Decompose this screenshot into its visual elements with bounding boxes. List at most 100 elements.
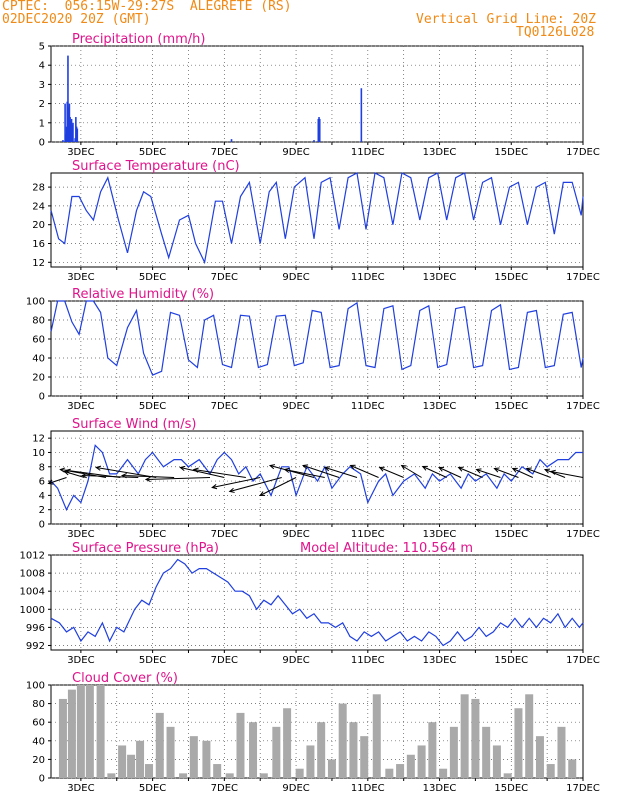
wind-vector [324, 467, 358, 478]
x-tick-label: 17DEC [566, 529, 600, 540]
y-tick-label: 2 [39, 99, 45, 110]
y-tick-label: 12 [32, 258, 45, 269]
cloud-bar [96, 685, 105, 778]
wind-arrowhead [349, 464, 356, 470]
panel-title: Surface Pressure (hPa) [72, 541, 219, 556]
y-tick-label: 0 [39, 520, 45, 531]
x-tick-label: 13DEC [423, 401, 457, 412]
wind-vector [526, 468, 551, 478]
y-tick-label: 0 [39, 138, 45, 149]
header-station: CPTEC: 056:15W-29:27S ALEGRETE (RS) [2, 0, 292, 14]
wind-arrowhead [47, 479, 54, 485]
panel-title: Relative Humidity (%) [72, 287, 214, 302]
plot-frame [50, 45, 584, 143]
x-tick-label: 11DEC [351, 272, 385, 283]
y-tick-label: 80 [32, 699, 45, 710]
x-tick-label: 13DEC [423, 147, 457, 158]
wind-vector [544, 469, 566, 478]
wind-vector [494, 468, 519, 478]
panel-1: 0 1 2 3 4 5 3DEC 5DEC 7DEC 9DEC 11DEC 13DEC 15DEC 17D… [39, 32, 600, 158]
series-line [50, 300, 584, 376]
wind-arrowhead [211, 484, 218, 490]
x-tick-label: 11DEC [351, 147, 385, 158]
wind-arrowhead [457, 466, 464, 472]
cloud-bar [417, 745, 426, 778]
cloud-bar [492, 745, 501, 778]
wind-vector [284, 469, 325, 478]
panel-title: Precipitation (mm/h) [72, 32, 205, 47]
y-tick-label: 60 [32, 718, 45, 729]
x-tick-label: 11DEC [351, 655, 385, 666]
wind-arrowhead [81, 473, 88, 479]
y-tick-label: 24 [32, 201, 45, 212]
cloud-bar [67, 689, 76, 778]
wind-arrowhead [179, 465, 186, 472]
x-tick-label: 3DEC [67, 401, 94, 412]
panel-3: 0 20 40 60 80 100 3DEC 5DEC 7DEC 9DEC 11DEC 13DEC 15… [26, 287, 600, 412]
wind-vector [422, 466, 447, 478]
wind-arrowhead [323, 466, 331, 472]
header-date: 02DEC2020 20Z (GMT) [2, 12, 151, 27]
y-tick-label: 60 [32, 335, 45, 346]
x-tick-label: 13DEC [423, 529, 457, 540]
x-tick-label: 15DEC [494, 272, 528, 283]
y-tick-label: 20 [32, 373, 45, 384]
y-tick-label: 100 [26, 681, 45, 692]
cloud-bar [76, 685, 85, 778]
precip-bar [67, 55, 69, 142]
panel-annotation: Model Altitude: 110.564 m [300, 541, 473, 556]
wind-vector [350, 465, 379, 478]
x-tick-label: 7DEC [211, 529, 238, 540]
x-tick-label: 7DEC [211, 147, 238, 158]
y-tick-label: 10 [32, 448, 45, 459]
cloud-bar [546, 764, 555, 778]
y-tick-label: 80 [32, 316, 45, 327]
wind-arrowhead [268, 464, 276, 470]
x-tick-label: 9DEC [282, 529, 309, 540]
wind-vector [193, 469, 246, 478]
wind-arrowhead [144, 476, 151, 482]
x-tick-label: 5DEC [139, 529, 166, 540]
x-tick-label: 13DEC [423, 783, 457, 794]
panel-title: Surface Wind (m/s) [72, 417, 196, 432]
y-tick-label: 4 [39, 61, 45, 72]
cloud-bar [385, 768, 394, 778]
x-tick-label: 17DEC [566, 272, 600, 283]
wind-arrowhead [192, 467, 199, 473]
wind-arrowhead [228, 487, 235, 493]
wind-vector [550, 471, 584, 478]
panel-title: Cloud Cover (%) [72, 671, 178, 686]
precip-bar [62, 140, 64, 142]
wind-vector [302, 465, 340, 478]
y-tick-label: 5 [39, 42, 45, 53]
cloud-bar [460, 694, 469, 778]
x-tick-label: 3DEC [67, 272, 94, 283]
cloud-bar [166, 726, 175, 778]
y-tick-label: 1000 [20, 605, 45, 616]
wind-vector [82, 475, 139, 478]
wind-vector [512, 468, 533, 478]
x-tick-label: 15DEC [494, 401, 528, 412]
cloud-bar [428, 722, 437, 778]
precip-bar [64, 103, 66, 142]
cloud-bar [189, 736, 198, 778]
panel-title: Surface Temperature (nC) [72, 159, 240, 174]
x-tick-label: 17DEC [566, 783, 600, 794]
cloud-bar [202, 740, 211, 778]
wind-arrowhead [493, 467, 500, 473]
series-line [50, 558, 584, 647]
cloud-bar [449, 726, 458, 778]
x-tick-label: 5DEC [139, 147, 166, 158]
wind-arrowhead [95, 465, 102, 471]
cloud-bar [317, 722, 326, 778]
wind-vector [180, 467, 225, 478]
cloud-bar [236, 712, 245, 778]
plot-frame [50, 172, 584, 268]
cloud-bar [514, 708, 523, 778]
panel-2: 12 16 20 24 28 3DEC 5DEC 7DEC 9DEC 11DEC 13DEC 15DE… [32, 159, 600, 283]
cloud-bar [127, 754, 136, 778]
x-tick-label: 3DEC [67, 783, 94, 794]
y-tick-label: 20 [32, 220, 45, 231]
cloud-bar [213, 764, 222, 778]
header-grid-line: Vertical Grid Line: 20Z [416, 12, 597, 27]
